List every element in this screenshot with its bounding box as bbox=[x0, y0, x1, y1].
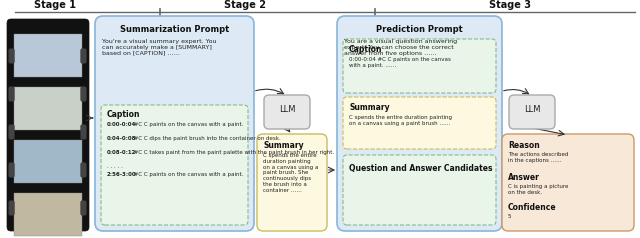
Text: The actions described
in the captions ……: The actions described in the captions …… bbox=[508, 152, 568, 163]
FancyBboxPatch shape bbox=[81, 49, 86, 64]
FancyBboxPatch shape bbox=[343, 97, 496, 149]
Text: Confidence: Confidence bbox=[508, 203, 557, 212]
Text: Question and Answer Candidates: Question and Answer Candidates bbox=[349, 164, 493, 173]
Text: Caption: Caption bbox=[349, 45, 383, 54]
Text: 2:56-3:00: 2:56-3:00 bbox=[107, 172, 136, 177]
Text: 0:08-0:12: 0:08-0:12 bbox=[107, 150, 136, 155]
FancyBboxPatch shape bbox=[8, 200, 15, 215]
Text: LLM: LLM bbox=[524, 104, 540, 114]
FancyBboxPatch shape bbox=[343, 155, 496, 225]
FancyBboxPatch shape bbox=[7, 19, 89, 231]
FancyBboxPatch shape bbox=[14, 140, 82, 183]
FancyBboxPatch shape bbox=[14, 34, 82, 77]
Text: Summary: Summary bbox=[263, 141, 303, 150]
FancyBboxPatch shape bbox=[264, 95, 310, 129]
FancyBboxPatch shape bbox=[81, 200, 86, 215]
FancyBboxPatch shape bbox=[95, 16, 254, 231]
Text: 5: 5 bbox=[508, 214, 511, 219]
Text: C is painting a picture
on the desk.: C is painting a picture on the desk. bbox=[508, 184, 568, 195]
Text: C spends the entire duration painting
on a canvas using a paint brush ……: C spends the entire duration painting on… bbox=[349, 115, 452, 126]
FancyBboxPatch shape bbox=[8, 49, 15, 64]
Text: Summarization Prompt: Summarization Prompt bbox=[120, 25, 229, 34]
Text: 0:04-0:08: 0:04-0:08 bbox=[107, 136, 136, 141]
Text: #C C paints on the canvas with a paint.: #C C paints on the canvas with a paint. bbox=[132, 172, 244, 177]
FancyBboxPatch shape bbox=[14, 193, 82, 236]
Text: #C C paints on the canvas with a paint.: #C C paints on the canvas with a paint. bbox=[132, 122, 244, 127]
FancyBboxPatch shape bbox=[257, 134, 327, 231]
Text: C spends the entire
duration painting
on a canvas using a
paint brush. She
conti: C spends the entire duration painting on… bbox=[263, 153, 318, 193]
Text: Prediction Prompt: Prediction Prompt bbox=[376, 25, 463, 34]
Text: #C C dips the paint brush into the container on desk.: #C C dips the paint brush into the conta… bbox=[132, 136, 281, 141]
FancyBboxPatch shape bbox=[14, 87, 82, 130]
Text: You are a visual question answering
expert. You can choose the correct
answer fr: You are a visual question answering expe… bbox=[344, 39, 457, 56]
FancyBboxPatch shape bbox=[8, 124, 15, 139]
Text: #C C takes paint from the paint palette with the paint brush in her right.: #C C takes paint from the paint palette … bbox=[132, 150, 334, 155]
FancyBboxPatch shape bbox=[81, 124, 86, 139]
FancyBboxPatch shape bbox=[509, 95, 555, 129]
FancyBboxPatch shape bbox=[8, 163, 15, 178]
FancyBboxPatch shape bbox=[81, 86, 86, 101]
Text: . . . . .: . . . . . bbox=[107, 164, 123, 169]
Text: 0:00-0:04: 0:00-0:04 bbox=[107, 122, 136, 127]
Text: Stage 2: Stage 2 bbox=[224, 0, 266, 10]
FancyBboxPatch shape bbox=[502, 134, 634, 231]
Text: 0:00-0:04 #C C paints on the canvas
with a paint. ……: 0:00-0:04 #C C paints on the canvas with… bbox=[349, 57, 451, 68]
Text: Reason: Reason bbox=[508, 141, 540, 150]
FancyBboxPatch shape bbox=[343, 39, 496, 93]
FancyBboxPatch shape bbox=[8, 86, 15, 101]
Text: You're a visual summary expert. You
can accurately make a [SUMMARY]
based on [CA: You're a visual summary expert. You can … bbox=[102, 39, 216, 56]
Text: Caption: Caption bbox=[107, 110, 141, 119]
FancyBboxPatch shape bbox=[101, 105, 248, 225]
Text: Summary: Summary bbox=[349, 103, 390, 112]
Text: Stage 1: Stage 1 bbox=[34, 0, 76, 10]
FancyBboxPatch shape bbox=[81, 163, 86, 178]
Text: Stage 3: Stage 3 bbox=[489, 0, 531, 10]
FancyBboxPatch shape bbox=[337, 16, 502, 231]
Text: LLM: LLM bbox=[279, 104, 295, 114]
Text: Answer: Answer bbox=[508, 173, 540, 182]
